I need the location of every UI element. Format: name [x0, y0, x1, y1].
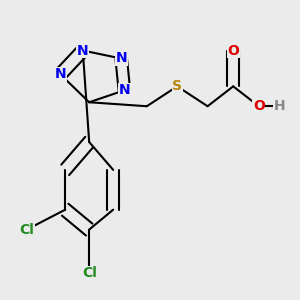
Text: O: O [227, 44, 239, 58]
Text: N: N [118, 83, 130, 97]
Text: N: N [116, 52, 127, 65]
Text: Cl: Cl [19, 223, 34, 237]
Text: S: S [172, 79, 182, 93]
Text: O: O [253, 99, 265, 113]
Text: N: N [55, 68, 66, 81]
Text: Cl: Cl [82, 266, 97, 280]
Text: N: N [77, 44, 88, 58]
Text: H: H [274, 99, 285, 113]
